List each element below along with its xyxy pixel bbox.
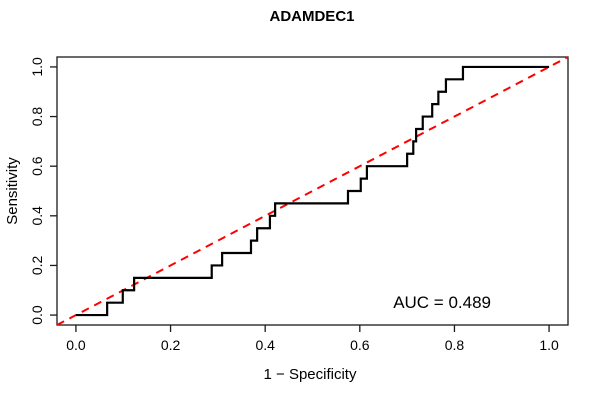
- plot-box: [56, 56, 569, 326]
- roc-curve: [75, 65, 550, 317]
- y-tick-label: 0.4: [29, 206, 45, 226]
- x-tick-label: 0.4: [255, 337, 275, 353]
- y-axis-label: Sensitivity: [4, 157, 21, 225]
- y-tick-label: 1.0: [29, 57, 45, 77]
- y-tick-label: 0.2: [29, 256, 45, 276]
- axis-ticks: 0.0 0.2 0.4 0.6 0.8 1.0 0.0 0.2 0.4 0.6 0.8 1.0: [29, 57, 559, 353]
- reference-diagonal-line: [56, 56, 569, 326]
- x-axis-label: 1 − Specificity: [264, 366, 357, 383]
- x-tick-label: 0.2: [161, 337, 181, 353]
- y-tick-label: 0.0: [29, 305, 45, 325]
- x-tick-label: 0.8: [445, 337, 465, 353]
- y-tick-label: 0.6: [29, 156, 45, 176]
- x-tick-label: 1.0: [539, 337, 559, 353]
- chart-title: ADAMDEC1: [269, 8, 354, 25]
- x-tick-label: 0.6: [350, 337, 370, 353]
- auc-annotation: AUC = 0.489: [393, 293, 491, 312]
- x-tick-label: 0.0: [66, 337, 86, 353]
- y-tick-label: 0.8: [29, 107, 45, 127]
